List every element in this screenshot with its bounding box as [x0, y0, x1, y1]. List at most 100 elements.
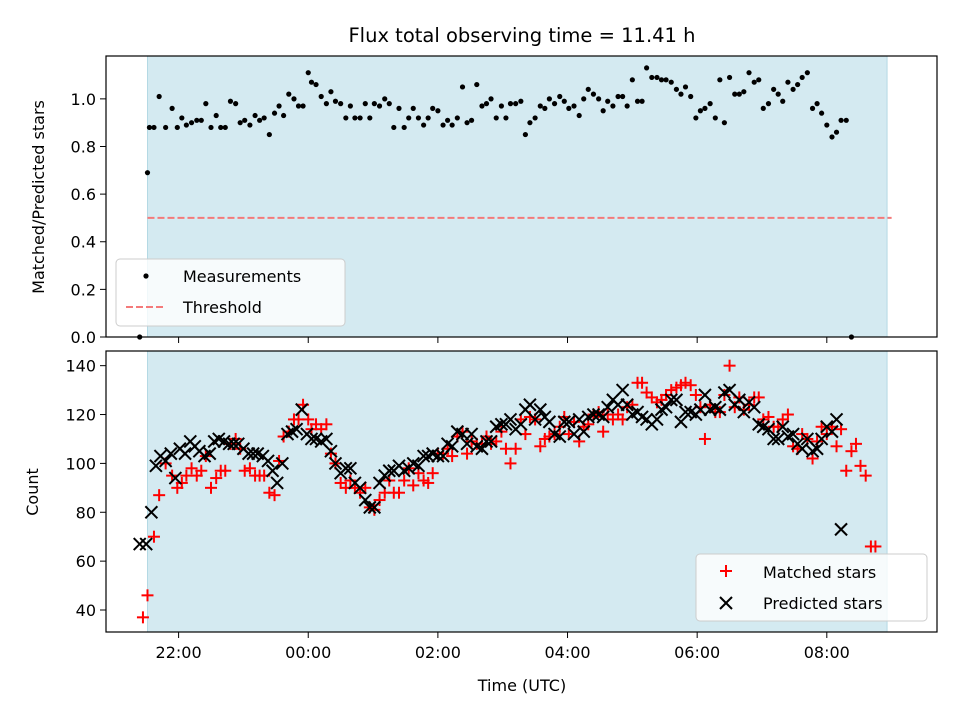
matched-star-point [392, 486, 405, 499]
measurement-point [697, 108, 704, 114]
ratio-y-axis-label: Matched/Predicted stars [29, 100, 48, 294]
predicted-star-point [328, 456, 343, 471]
measurement-point [352, 115, 358, 121]
matched-star-point [136, 611, 149, 624]
predicted-star-point [615, 383, 630, 397]
measurement-point [571, 103, 577, 109]
measurement-point [203, 101, 209, 107]
predicted-star-point [567, 427, 581, 441]
predicted-star-point [562, 415, 576, 429]
x-tick-label: 22:00 [156, 643, 202, 662]
predicted-star-point [698, 388, 712, 402]
matched-star-point [219, 464, 232, 477]
predicted-star-point [226, 437, 241, 451]
matched-star-point [141, 589, 154, 602]
x-tick-label: 08:00 [804, 643, 850, 662]
measurement-point [707, 101, 713, 107]
measurement-point [741, 89, 747, 95]
measurement-point [449, 122, 455, 128]
measurement-point [765, 101, 772, 107]
y-tick-label: 140 [65, 357, 96, 376]
matched-star-point [243, 462, 256, 475]
measurement-point [833, 129, 840, 135]
predicted-star-point [825, 424, 839, 439]
predicted-star-point [810, 442, 824, 456]
matched-star-point [849, 437, 862, 450]
measurement-point [732, 91, 738, 97]
measurement-point [146, 124, 153, 131]
measurement-point [406, 115, 412, 121]
measurement-point [566, 105, 572, 111]
measurement-point [557, 93, 563, 100]
measurement-point [507, 101, 514, 107]
matched-star-point [504, 457, 517, 470]
predicted-star-point [139, 537, 153, 551]
y-tick-label: 0.2 [71, 280, 96, 299]
predicted-star-point [168, 471, 183, 485]
measurement-point [227, 98, 234, 104]
predicted-star-point [601, 400, 615, 414]
matched-star-point [368, 503, 381, 516]
measurement-point [498, 103, 505, 109]
measurement-point [367, 115, 373, 121]
matched-star-point [679, 376, 692, 389]
measurement-point [421, 122, 427, 128]
measurement-point [247, 122, 253, 128]
matched-star-point [597, 425, 610, 438]
predicted-star-point [367, 500, 382, 515]
predicted-star-point [164, 446, 178, 461]
predicted-star-point [275, 456, 290, 471]
predicted-star-point [786, 427, 800, 441]
measurement-point [721, 120, 727, 126]
measurement-point [527, 120, 533, 126]
measurement-point [771, 86, 777, 92]
measurement-point [804, 70, 810, 76]
measurement-point [756, 77, 762, 83]
measurement-point [271, 110, 278, 116]
measurement-point [493, 115, 499, 121]
matched-star-point [698, 432, 711, 445]
predicted-star-point [132, 537, 147, 551]
measurement-point [824, 122, 830, 128]
measurement-point [629, 77, 635, 83]
measurement-point [237, 120, 243, 126]
measurement-point [610, 103, 616, 109]
matched-star-point [195, 464, 208, 477]
measurements-series [137, 65, 855, 340]
matched-star-point [830, 440, 843, 453]
measurement-point [222, 124, 228, 131]
matched-star-point [636, 376, 649, 389]
predicted-star-point [270, 476, 284, 490]
matched-star-point [854, 459, 867, 472]
measurement-point [663, 77, 669, 83]
measurement-point [396, 105, 402, 111]
measurement-point [551, 101, 558, 107]
measurement-point [561, 98, 567, 104]
predicted-star-point [178, 446, 192, 461]
x-tick-label: 00:00 [285, 643, 331, 662]
matched-star-point [238, 464, 251, 477]
matched-star-point [859, 469, 872, 482]
y-tick-label: 0.8 [71, 137, 96, 156]
matched-star-point [534, 440, 547, 453]
measurement-point [658, 77, 665, 83]
y-tick-label: 60 [76, 552, 96, 571]
matched-star-point [175, 476, 188, 489]
ratio-panel-x-ticks [178, 337, 828, 343]
predicted-star-point [814, 432, 829, 446]
predicted-star-point [494, 417, 509, 432]
predicted-star-point [265, 464, 280, 478]
measurement-point [332, 98, 339, 104]
predicted-star-point [542, 415, 557, 429]
x-axis-label: Time (UTC) [477, 676, 566, 695]
predicted-star-point [343, 461, 358, 475]
measurement-point [600, 108, 606, 114]
measurement-point [581, 96, 587, 102]
count-panel-frame [105, 350, 938, 633]
y-tick-label: 80 [76, 503, 96, 522]
measurement-point [347, 103, 353, 109]
measurement-point [468, 117, 475, 123]
measurement-point [144, 170, 151, 176]
measurement-point [795, 81, 801, 88]
matched-star-point [621, 401, 634, 414]
